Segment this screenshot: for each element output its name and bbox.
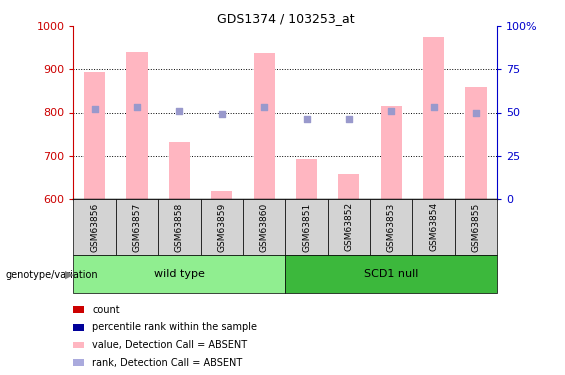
Text: percentile rank within the sample: percentile rank within the sample (92, 322, 257, 332)
Text: ▶: ▶ (65, 270, 73, 279)
Text: wild type: wild type (154, 269, 205, 279)
Title: GDS1374 / 103253_at: GDS1374 / 103253_at (216, 12, 354, 25)
Bar (116, 199, 158, 255)
Text: GSM63856: GSM63856 (90, 202, 99, 252)
Bar (169, 142, 190, 199)
Bar (381, 106, 402, 199)
Text: rank, Detection Call = ABSENT: rank, Detection Call = ABSENT (92, 358, 242, 368)
Bar (84, 72, 105, 199)
Point (386, 108, 396, 114)
Point (175, 108, 184, 114)
Text: genotype/variation: genotype/variation (6, 270, 98, 279)
Text: count: count (92, 305, 120, 315)
Bar (211, 191, 232, 199)
Bar (73, 199, 116, 255)
Text: GSM63852: GSM63852 (345, 202, 353, 251)
Text: GSM63859: GSM63859 (218, 202, 226, 252)
Bar (254, 53, 275, 199)
Bar (285, 199, 328, 255)
Text: GSM63853: GSM63853 (387, 202, 396, 252)
Bar (201, 199, 243, 255)
Text: SCD1 null: SCD1 null (364, 269, 419, 279)
Text: GSM63857: GSM63857 (133, 202, 141, 252)
Bar (466, 87, 486, 199)
Bar (73, 255, 285, 292)
Bar (423, 37, 444, 199)
Bar (455, 199, 497, 255)
Text: GSM63858: GSM63858 (175, 202, 184, 252)
Bar (412, 199, 455, 255)
Text: GSM63855: GSM63855 (472, 202, 480, 252)
Text: GSM63851: GSM63851 (302, 202, 311, 252)
Point (259, 104, 269, 110)
Bar (285, 255, 497, 292)
Text: GSM63854: GSM63854 (429, 202, 438, 251)
Bar (158, 199, 201, 255)
Text: GSM63860: GSM63860 (260, 202, 268, 252)
Point (90, 106, 99, 112)
Bar (328, 199, 370, 255)
Point (217, 111, 226, 117)
Bar (243, 199, 285, 255)
Text: value, Detection Call = ABSENT: value, Detection Call = ABSENT (92, 340, 247, 350)
Bar (296, 159, 317, 199)
Point (302, 116, 311, 122)
Bar (370, 199, 412, 255)
Bar (127, 52, 147, 199)
Bar (338, 174, 359, 199)
Point (132, 104, 141, 110)
Point (429, 104, 438, 110)
Point (471, 110, 480, 116)
Point (344, 116, 354, 122)
